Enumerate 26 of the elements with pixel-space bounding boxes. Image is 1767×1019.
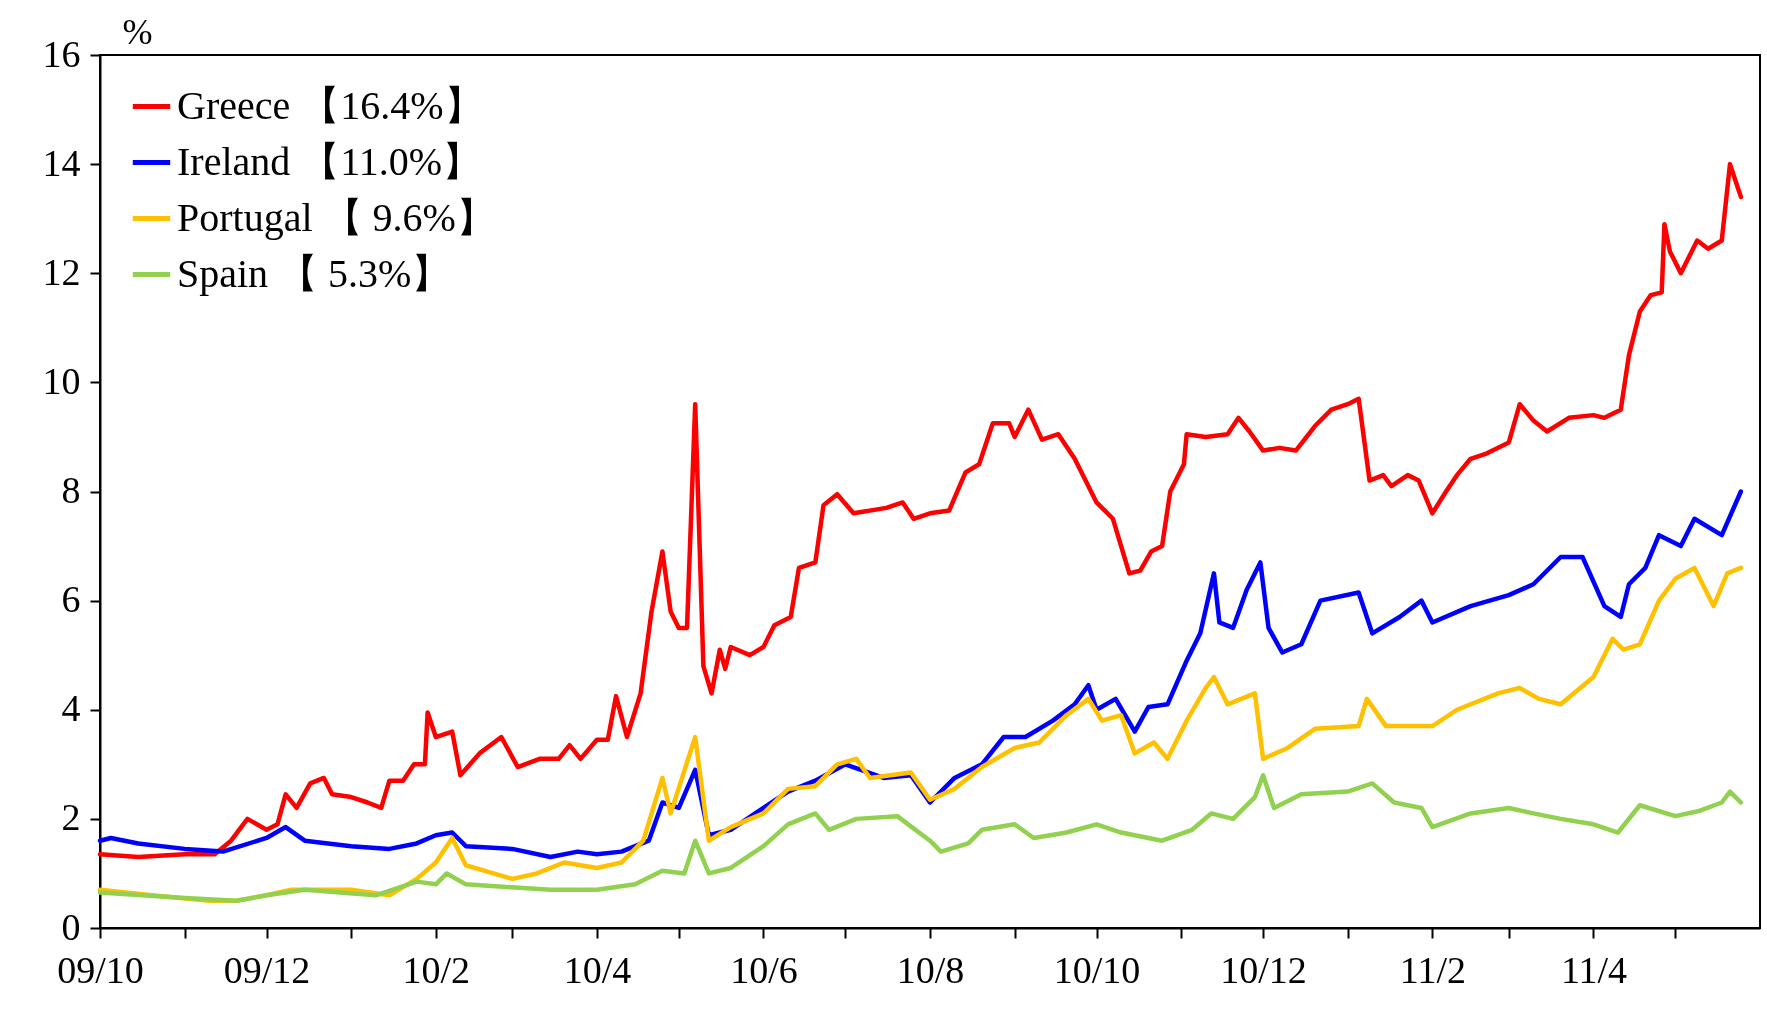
legend-label: Spain 【 5.3%】 (177, 250, 452, 296)
legend-label: Ireland 【11.0%】 (177, 138, 483, 184)
line-series (97, 489, 1744, 860)
x-tick-label: 10/4 (563, 948, 632, 991)
x-tick-label: 10/2 (402, 948, 471, 991)
y-axis-title: % (122, 11, 153, 52)
legend-label: Greece 【16.4%】 (177, 82, 484, 128)
y-tick-label: 10 (42, 359, 81, 402)
x-tick-label: 11/2 (1399, 948, 1466, 991)
y-tick-label: 2 (61, 796, 81, 839)
y-tick-label: 12 (42, 250, 81, 293)
y-tick-label: 6 (61, 578, 81, 621)
y-tick-label: 8 (61, 469, 81, 511)
x-tick-label: 10/12 (1220, 948, 1307, 991)
x-tick-label: 10/6 (730, 948, 798, 991)
x-tick-label: 11/4 (1560, 948, 1628, 991)
legend-label: Portugal 【 9.6%】 (177, 194, 496, 240)
x-tick-label: 09/10 (57, 948, 144, 991)
y-tick-label: 16 (42, 32, 81, 75)
y-tick-label: 4 (61, 687, 81, 730)
line-series (97, 772, 1744, 903)
x-tick-label: 09/12 (223, 948, 311, 991)
x-tick-label: 10/8 (896, 948, 965, 991)
y-tick-label: 14 (42, 141, 81, 184)
y-tick-label: 0 (61, 905, 81, 948)
x-tick-label: 10/10 (1053, 948, 1141, 991)
